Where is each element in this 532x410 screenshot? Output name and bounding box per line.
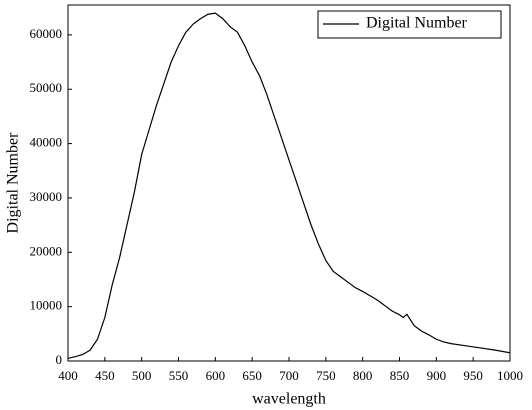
y-tick-label: 40000 xyxy=(30,135,63,150)
x-axis-title: wavelength xyxy=(252,391,326,408)
x-tick-label: 850 xyxy=(390,368,410,383)
y-tick-label: 10000 xyxy=(30,298,63,313)
x-tick-label: 550 xyxy=(169,368,189,383)
x-tick-label: 450 xyxy=(95,368,115,383)
data-line xyxy=(67,12,511,359)
x-tick-label: 1000 xyxy=(497,368,523,383)
y-axis-title: Digital Number xyxy=(5,132,22,234)
x-tick-label: 600 xyxy=(206,368,226,383)
x-tick-label: 950 xyxy=(463,368,483,383)
y-tick-label: 60000 xyxy=(30,26,63,41)
y-tick-label: 50000 xyxy=(30,80,63,95)
x-tick-label: 750 xyxy=(316,368,336,383)
legend-label: Digital Number xyxy=(366,15,468,32)
y-tick-label: 30000 xyxy=(30,189,63,204)
plot-frame xyxy=(67,4,511,362)
x-tick-label: 500 xyxy=(132,368,152,383)
y-tick-label: 20000 xyxy=(30,243,63,258)
x-tick-label: 700 xyxy=(279,368,299,383)
x-tick-label: 800 xyxy=(353,368,373,383)
y-tick-label: 0 xyxy=(56,352,63,367)
x-tick-label: 900 xyxy=(427,368,447,383)
x-tick-label: 650 xyxy=(242,368,262,383)
x-tick-label: 400 xyxy=(58,368,78,383)
